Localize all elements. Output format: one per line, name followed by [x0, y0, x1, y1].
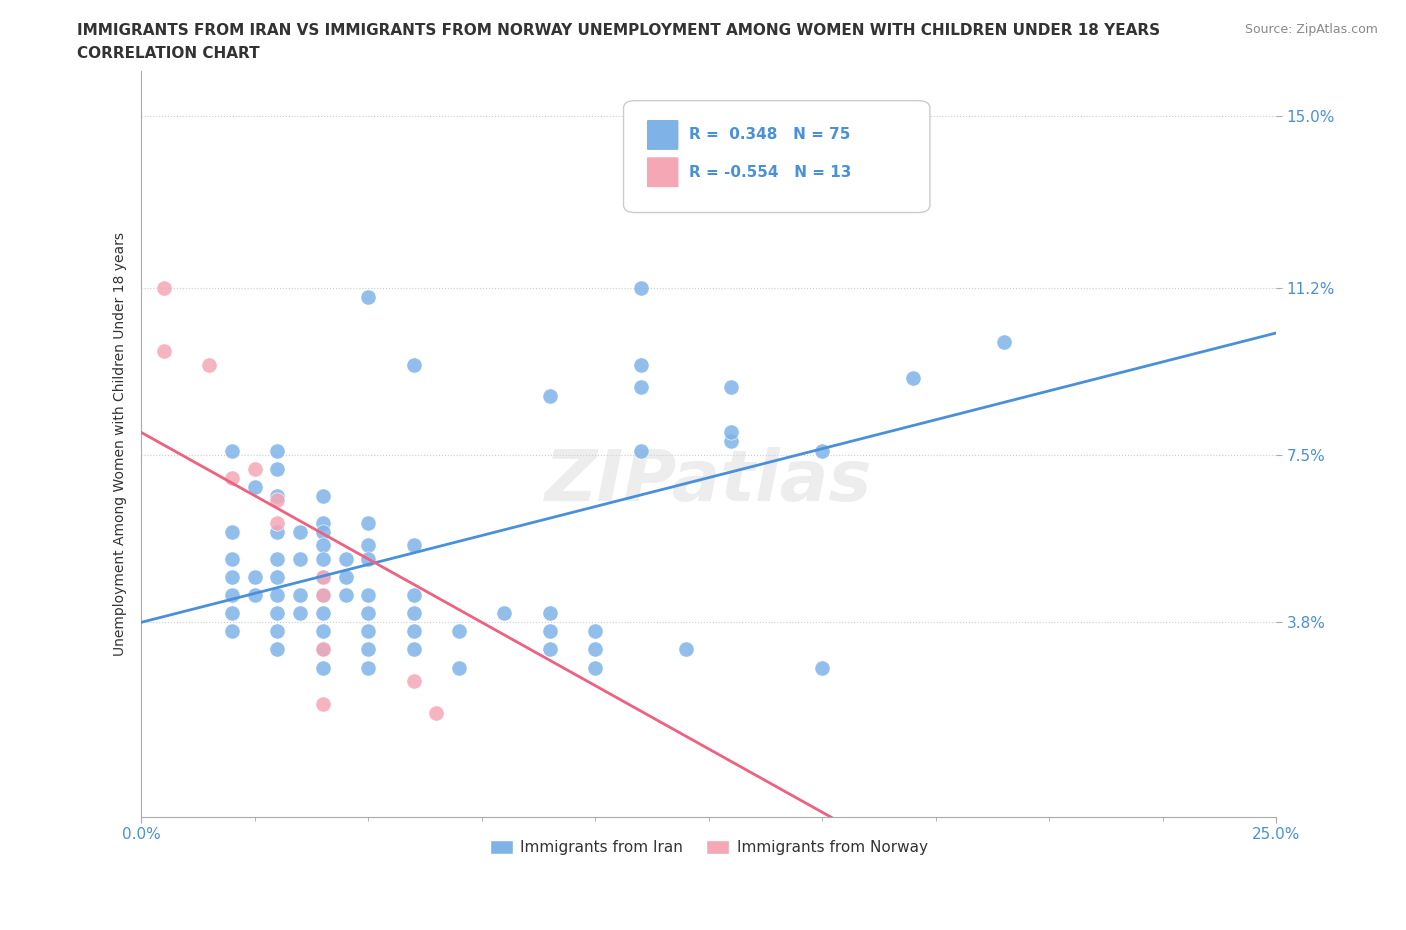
- Point: [266, 461, 288, 476]
- Point: [266, 443, 288, 458]
- Point: [538, 389, 561, 404]
- Point: [266, 488, 288, 503]
- Text: IMMIGRANTS FROM IRAN VS IMMIGRANTS FROM NORWAY UNEMPLOYMENT AMONG WOMEN WITH CHI: IMMIGRANTS FROM IRAN VS IMMIGRANTS FROM …: [77, 23, 1160, 38]
- Point: [675, 642, 697, 657]
- Point: [357, 660, 380, 675]
- Point: [312, 525, 335, 539]
- Point: [402, 605, 425, 620]
- Point: [447, 624, 470, 639]
- Point: [266, 515, 288, 530]
- Point: [811, 443, 834, 458]
- Point: [221, 471, 243, 485]
- Point: [357, 624, 380, 639]
- Point: [221, 570, 243, 585]
- Text: CORRELATION CHART: CORRELATION CHART: [77, 46, 260, 61]
- Point: [630, 443, 652, 458]
- Y-axis label: Unemployment Among Women with Children Under 18 years: Unemployment Among Women with Children U…: [114, 232, 128, 656]
- Point: [402, 588, 425, 603]
- Point: [402, 624, 425, 639]
- Point: [312, 538, 335, 553]
- Point: [153, 280, 176, 295]
- Point: [288, 551, 311, 566]
- Point: [402, 673, 425, 688]
- Point: [583, 660, 606, 675]
- Text: R =  0.348   N = 75: R = 0.348 N = 75: [689, 127, 851, 142]
- Point: [630, 357, 652, 372]
- Point: [538, 624, 561, 639]
- Point: [538, 642, 561, 657]
- Point: [266, 525, 288, 539]
- Point: [288, 588, 311, 603]
- Point: [221, 525, 243, 539]
- Point: [243, 461, 266, 476]
- Point: [901, 371, 924, 386]
- Point: [266, 493, 288, 508]
- Point: [221, 624, 243, 639]
- Point: [425, 705, 447, 720]
- Point: [312, 488, 335, 503]
- Point: [811, 660, 834, 675]
- Point: [312, 624, 335, 639]
- Point: [312, 605, 335, 620]
- Point: [447, 660, 470, 675]
- Point: [221, 588, 243, 603]
- Point: [402, 642, 425, 657]
- Point: [243, 588, 266, 603]
- Point: [720, 425, 742, 440]
- Point: [720, 434, 742, 449]
- Point: [402, 357, 425, 372]
- Point: [312, 570, 335, 585]
- Point: [993, 335, 1015, 350]
- Point: [312, 697, 335, 711]
- Point: [335, 570, 357, 585]
- Point: [312, 642, 335, 657]
- Point: [243, 570, 266, 585]
- Point: [312, 660, 335, 675]
- Point: [243, 479, 266, 494]
- FancyBboxPatch shape: [647, 156, 679, 188]
- Point: [221, 443, 243, 458]
- Legend: Immigrants from Iran, Immigrants from Norway: Immigrants from Iran, Immigrants from No…: [484, 834, 934, 861]
- Text: Source: ZipAtlas.com: Source: ZipAtlas.com: [1244, 23, 1378, 36]
- Point: [312, 588, 335, 603]
- Point: [357, 551, 380, 566]
- Point: [630, 280, 652, 295]
- Point: [357, 289, 380, 304]
- Text: ZIPatlas: ZIPatlas: [546, 446, 872, 515]
- FancyBboxPatch shape: [647, 119, 679, 151]
- Point: [312, 515, 335, 530]
- Point: [266, 588, 288, 603]
- Point: [312, 570, 335, 585]
- Point: [288, 525, 311, 539]
- Point: [221, 551, 243, 566]
- Point: [312, 642, 335, 657]
- Point: [583, 624, 606, 639]
- Point: [153, 344, 176, 359]
- Point: [266, 570, 288, 585]
- Point: [357, 588, 380, 603]
- Point: [583, 642, 606, 657]
- Point: [357, 515, 380, 530]
- Point: [266, 551, 288, 566]
- Point: [288, 605, 311, 620]
- Point: [312, 588, 335, 603]
- Point: [357, 605, 380, 620]
- Point: [198, 357, 221, 372]
- Point: [494, 605, 516, 620]
- Point: [335, 588, 357, 603]
- Point: [538, 605, 561, 620]
- Point: [402, 538, 425, 553]
- Point: [221, 605, 243, 620]
- Point: [266, 624, 288, 639]
- Point: [357, 538, 380, 553]
- Point: [630, 379, 652, 394]
- Point: [266, 642, 288, 657]
- Text: R = -0.554   N = 13: R = -0.554 N = 13: [689, 165, 852, 179]
- Point: [335, 551, 357, 566]
- Point: [720, 379, 742, 394]
- Point: [357, 642, 380, 657]
- Point: [266, 605, 288, 620]
- Point: [312, 551, 335, 566]
- FancyBboxPatch shape: [623, 100, 929, 213]
